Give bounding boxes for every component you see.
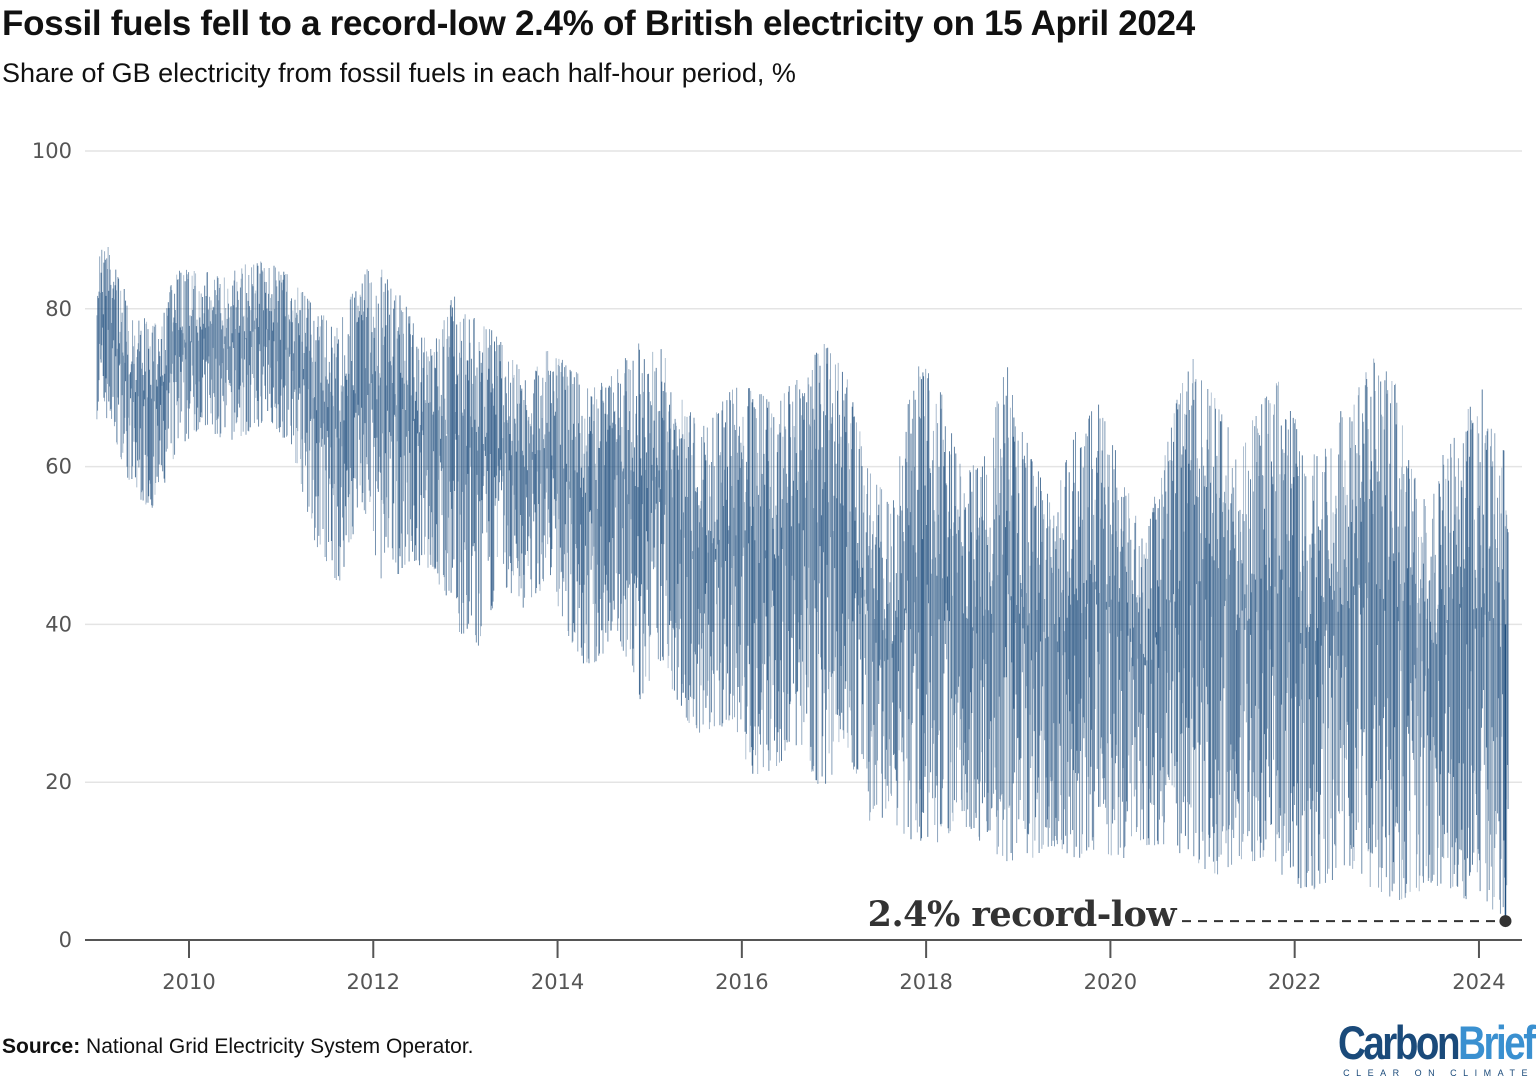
x-tick-label: 2016 xyxy=(715,970,768,994)
x-tick-label: 2024 xyxy=(1452,970,1505,994)
x-tick-label: 2020 xyxy=(1084,970,1137,994)
y-tick-label: 40 xyxy=(45,612,72,636)
y-tick-label: 60 xyxy=(45,455,72,479)
y-tick-label: 0 xyxy=(59,928,72,952)
source-text: National Grid Electricity System Operato… xyxy=(86,1035,474,1058)
annotation-label: 2.4% record-low xyxy=(868,894,1178,935)
source-label: Source: xyxy=(2,1035,81,1058)
source-note: Source: National Grid Electricity System… xyxy=(2,1035,474,1059)
chart-title: Fossil fuels fell to a record-low 2.4% o… xyxy=(2,4,1195,43)
logo-word-carbon: Carbon xyxy=(1338,1016,1461,1069)
logo-word-brief: Brief xyxy=(1458,1016,1536,1069)
y-tick-label: 100 xyxy=(32,139,72,163)
x-tick-label: 2022 xyxy=(1268,970,1321,994)
carbonbrief-logo: CarbonBrief CLEAR ON CLIMATE xyxy=(1295,1016,1536,1079)
y-tick-label: 80 xyxy=(45,297,72,321)
x-tick-label: 2018 xyxy=(899,970,952,994)
x-tick-label: 2010 xyxy=(162,970,215,994)
chart-subtitle: Share of GB electricity from fossil fuel… xyxy=(2,58,796,88)
record-low-marker xyxy=(1499,915,1512,928)
y-tick-label: 20 xyxy=(45,770,72,794)
x-tick-label: 2014 xyxy=(531,970,584,994)
logo-tagline: CLEAR ON CLIMATE xyxy=(1343,1068,1534,1078)
x-tick-label: 2012 xyxy=(347,970,400,994)
